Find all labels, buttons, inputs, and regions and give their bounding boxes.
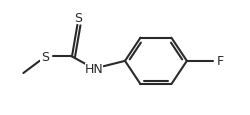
- Bar: [40, 52, 51, 62]
- Bar: [73, 13, 84, 24]
- Text: F: F: [216, 55, 224, 68]
- Text: HN: HN: [85, 63, 103, 75]
- Bar: [85, 63, 103, 75]
- Bar: [214, 56, 226, 67]
- Text: S: S: [74, 12, 82, 25]
- Text: S: S: [42, 50, 50, 63]
